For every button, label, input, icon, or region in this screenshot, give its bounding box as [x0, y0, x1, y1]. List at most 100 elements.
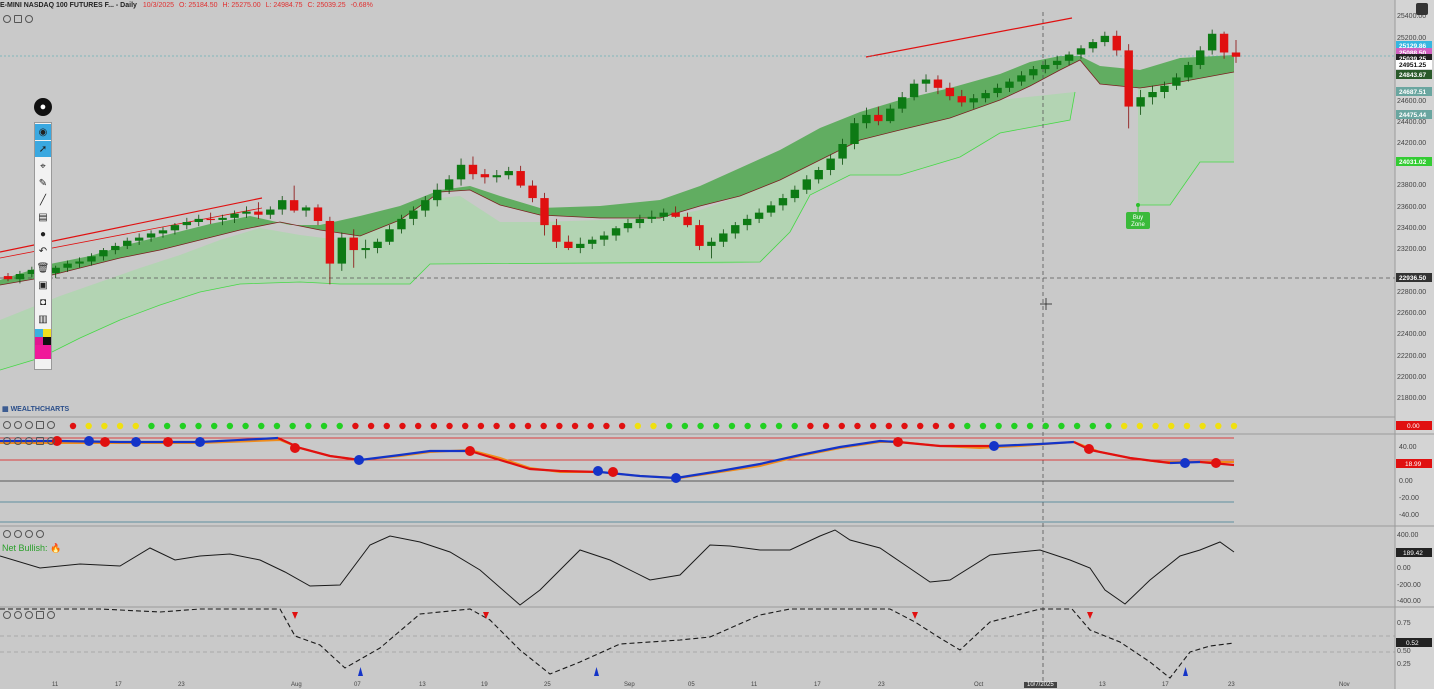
signal-dot	[163, 422, 171, 430]
expand-icon[interactable]	[25, 530, 33, 538]
visibility-icon[interactable]	[47, 421, 55, 429]
candle	[242, 206, 251, 218]
collapse-icon[interactable]	[14, 611, 22, 619]
signal-dot	[634, 422, 642, 430]
signal-dot	[509, 422, 516, 430]
cloud-buy-zone	[1138, 72, 1234, 205]
dot-icon[interactable]: ●	[39, 228, 47, 240]
hide-icon[interactable]	[3, 437, 11, 445]
candle	[1029, 66, 1038, 80]
add-icon[interactable]	[36, 611, 44, 619]
price-tag: 25088.50	[1396, 48, 1432, 57]
signal-dot	[1073, 422, 1081, 430]
oscillator-3-pane[interactable]	[0, 608, 1395, 679]
x-axis-label: 13	[1099, 682, 1106, 688]
signal-dot	[1199, 422, 1206, 430]
oscillator-2-pane[interactable]	[0, 529, 1235, 606]
hide-icon[interactable]	[3, 530, 11, 538]
candle	[15, 270, 25, 284]
x-axis-label: 13	[419, 682, 426, 688]
trash-all-icon[interactable]: ▣	[38, 279, 48, 291]
trendline-2[interactable]	[865, 17, 1073, 58]
crosshair-icon	[1040, 298, 1052, 310]
pen-icon[interactable]: ✎	[38, 177, 48, 189]
candle	[564, 235, 573, 251]
collapse-icon[interactable]	[14, 421, 22, 429]
signal-dot	[1042, 422, 1049, 430]
candle	[99, 248, 108, 261]
camera-icon[interactable]: ◘	[39, 296, 47, 308]
map-pin-icon[interactable]: ●	[34, 98, 52, 116]
wealthcharts-logo: ▦ WEALTHCHARTS	[2, 406, 70, 413]
candle	[1052, 55, 1062, 70]
visibility-icon[interactable]	[47, 611, 55, 619]
settings-icon[interactable]	[1416, 3, 1428, 15]
x-axis-label: Nov	[1339, 682, 1350, 688]
candle	[206, 212, 215, 225]
price-tick-label: 22800.00	[1397, 289, 1426, 296]
svg-text:25039.25: 25039.25	[1399, 56, 1426, 63]
x-axis-label: 17	[1162, 682, 1169, 688]
candle	[933, 75, 943, 95]
crosshair-icon[interactable]: ⌖	[40, 160, 46, 172]
eye-icon[interactable]: ◉	[35, 124, 51, 140]
osc1-tick: 0.00	[1399, 478, 1413, 485]
price-pane[interactable]	[0, 12, 1395, 689]
candle	[409, 206, 418, 226]
candle	[254, 202, 263, 219]
candle	[1172, 73, 1181, 90]
signal-dot	[383, 422, 390, 430]
x-axis-label: 07	[354, 682, 361, 688]
signal-dot	[195, 422, 202, 430]
signal-dot	[760, 422, 767, 430]
line-icon[interactable]: ╱	[39, 194, 47, 206]
candle	[456, 158, 466, 186]
hide-icon[interactable]	[3, 15, 11, 23]
price-tick-label: 22600.00	[1397, 310, 1426, 317]
signal-dot	[289, 422, 296, 430]
signal-dot	[979, 422, 987, 430]
color-palette-icon[interactable]	[35, 329, 51, 361]
add-icon[interactable]	[36, 421, 44, 429]
trash-icon[interactable]: 🗑	[36, 262, 50, 274]
candle	[552, 218, 561, 248]
hide-icon[interactable]	[3, 611, 11, 619]
price-tag: 24475.44	[1396, 110, 1432, 119]
visibility-icon[interactable]	[36, 530, 44, 538]
x-axis-label: 17	[115, 682, 122, 688]
ruler-icon[interactable]: ▤	[38, 211, 48, 223]
cursor-icon[interactable]: ➚	[35, 141, 51, 157]
price-tick-label: 23600.00	[1397, 204, 1426, 211]
oscillator-1-pane[interactable]	[0, 436, 1235, 523]
add-icon[interactable]	[36, 437, 44, 445]
signal-dot	[69, 422, 77, 430]
add-icon[interactable]	[14, 15, 22, 23]
candle	[278, 196, 287, 215]
x-axis-label: 19	[481, 682, 488, 688]
clipboard-icon[interactable]: ▥	[38, 313, 48, 325]
symbol-title[interactable]: E-MINI NASDAQ 100 FUTURES F... - Daily	[0, 2, 137, 9]
candle	[516, 165, 525, 188]
signal-dot	[1058, 422, 1065, 430]
quote-low: L: 24984.75	[265, 2, 303, 9]
outer-band-edge	[0, 91, 1076, 371]
svg-text:24687.51: 24687.51	[1399, 89, 1426, 96]
osc2-pane-controls	[3, 530, 44, 538]
signal-dot	[211, 422, 218, 430]
expand-icon[interactable]	[25, 421, 33, 429]
visibility-icon[interactable]	[25, 15, 33, 23]
visibility-icon[interactable]	[47, 437, 55, 445]
candle	[671, 206, 680, 218]
price-tick-label: 24600.00	[1397, 98, 1426, 105]
collapse-icon[interactable]	[14, 530, 22, 538]
expand-icon[interactable]	[25, 611, 33, 619]
candle	[313, 204, 323, 226]
signal-dot	[697, 422, 704, 430]
expand-icon[interactable]	[25, 437, 33, 445]
hide-icon[interactable]	[3, 421, 11, 429]
candle	[230, 210, 239, 224]
undo-icon[interactable]: ↶	[38, 245, 48, 257]
osc1-red-line	[277, 436, 361, 462]
collapse-icon[interactable]	[14, 437, 22, 445]
